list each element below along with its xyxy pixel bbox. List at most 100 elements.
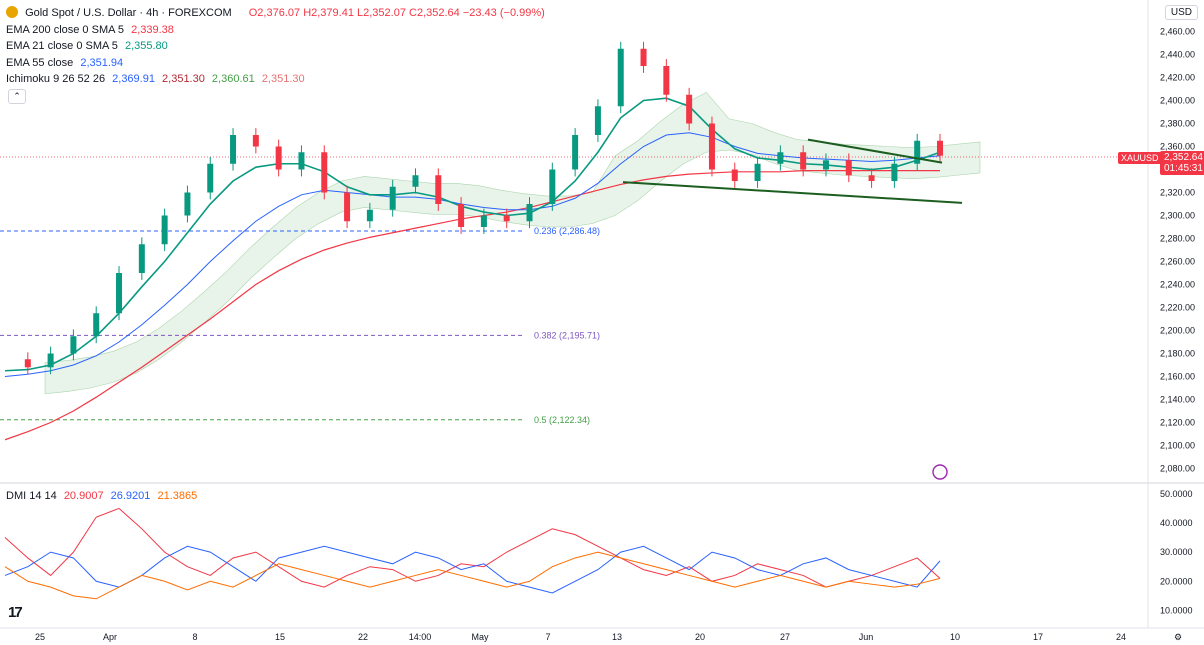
candle-body	[207, 163, 214, 193]
price-tick-label: 2,240.00	[1160, 280, 1195, 290]
ichimoku-value-4: 2,351.30	[261, 73, 305, 85]
candle-body	[70, 336, 77, 354]
dmi-minus-line	[4, 545, 941, 594]
candle-body	[777, 152, 784, 164]
candle-body	[503, 215, 510, 222]
indicator-ichimoku[interactable]: Ichimoku 9 26 52 26 2,369.91 2,351.30 2,…	[6, 72, 309, 86]
dmi-minus-value: 26.9201	[110, 490, 151, 502]
symbol-header: Gold Spot / U.S. Dollar · 4h · FOREXCOM …	[6, 6, 545, 19]
time-tick-label: Apr	[103, 632, 117, 642]
candle-body	[412, 175, 419, 187]
candle-body	[640, 48, 647, 66]
dmi-adx-value: 21.3865	[157, 490, 198, 502]
dmi-plus-value: 20.9007	[63, 490, 104, 502]
last-price-value: 2,352.64	[1164, 152, 1203, 163]
price-tick-label: 2,420.00	[1160, 73, 1195, 83]
ohlc-low: L2,352.07	[357, 7, 406, 19]
candle-body	[572, 135, 579, 170]
dmi-tick-label: 10.0000	[1160, 605, 1193, 615]
price-tick-label: 2,180.00	[1160, 349, 1195, 359]
support-trendline	[622, 181, 963, 204]
time-tick-label: 14:00	[409, 632, 432, 642]
symbol-price-label: XAUUSD	[1118, 152, 1162, 164]
ohlc-high: H2,379.41	[303, 7, 354, 19]
price-tick-label: 2,300.00	[1160, 211, 1195, 221]
price-tick-label: 2,280.00	[1160, 234, 1195, 244]
price-tick-label: 2,120.00	[1160, 418, 1195, 428]
candle-body	[252, 135, 259, 147]
candle-body	[891, 163, 898, 181]
dmi-plus-line	[4, 507, 941, 588]
ema21-value: 2,355.80	[124, 40, 168, 52]
price-tick-label: 2,140.00	[1160, 395, 1195, 405]
dmi-tick-label: 50.0000	[1160, 489, 1193, 499]
resistance-trendline	[807, 138, 943, 164]
collapse-legend-button[interactable]: ⌃	[8, 89, 26, 104]
time-tick-label: 24	[1116, 632, 1126, 642]
time-tick-label: 8	[192, 632, 197, 642]
candle-body	[116, 273, 123, 314]
gold-coin-icon	[6, 6, 18, 18]
fib-level-label: 0.5 (2,122.34)	[534, 415, 590, 425]
price-tick-label: 2,320.00	[1160, 188, 1195, 198]
currency-button[interactable]: USD	[1164, 5, 1198, 20]
ema200-label: EMA 200 close 0 SMA 5	[6, 24, 125, 36]
indicator-ema200[interactable]: EMA 200 close 0 SMA 5 2,339.38	[6, 23, 178, 37]
ema200-value: 2,339.38	[131, 24, 174, 36]
ema55-line	[4, 132, 941, 377]
price-tick-label: 2,380.00	[1160, 119, 1195, 129]
last-price-label: 2,352.64 01:45:31	[1160, 151, 1204, 175]
candle-body	[731, 169, 738, 181]
dmi-tick-label: 40.0000	[1160, 518, 1193, 528]
ema55-value: 2,351.94	[80, 57, 124, 69]
candle-body	[845, 160, 852, 176]
price-tick-label: 2,100.00	[1160, 441, 1195, 451]
bar-countdown: 01:45:31	[1164, 163, 1203, 174]
candle-body	[594, 106, 601, 135]
time-tick-label: 25	[35, 632, 45, 642]
ichimoku-value-2: 2,351.30	[162, 73, 205, 85]
price-tick-label: 2,400.00	[1160, 96, 1195, 106]
indicator-ema55[interactable]: EMA 55 close 2,351.94	[6, 56, 127, 70]
symbol-title[interactable]: Gold Spot / U.S. Dollar · 4h · FOREXCOM	[25, 7, 232, 19]
candle-body	[800, 152, 807, 170]
price-tick-label: 2,260.00	[1160, 257, 1195, 267]
candle-body	[549, 169, 556, 204]
time-tick-label: May	[471, 632, 489, 642]
time-tick-label: 27	[780, 632, 790, 642]
price-tick-label: 2,460.00	[1160, 27, 1195, 37]
time-tick-label: 22	[358, 632, 368, 642]
candle-body	[161, 215, 168, 245]
adx-line	[4, 551, 941, 600]
indicator-ema21[interactable]: EMA 21 close 0 SMA 5 2,355.80	[6, 39, 172, 53]
fib-level-label: 0.382 (2,195.71)	[534, 330, 600, 340]
time-tick-label: 17	[1033, 632, 1043, 642]
candle-body	[914, 140, 921, 164]
candle-body	[24, 359, 31, 368]
candle-body	[366, 209, 373, 222]
candle-body	[686, 94, 693, 124]
candle-body	[138, 244, 145, 273]
candle-body	[275, 146, 282, 170]
price-tick-label: 2,160.00	[1160, 372, 1195, 382]
ema21-label: EMA 21 close 0 SMA 5	[6, 40, 118, 52]
time-tick-label: 10	[950, 632, 960, 642]
candle-body	[47, 353, 54, 368]
candle-body	[663, 66, 670, 95]
ohlc-open: O2,376.07	[248, 7, 301, 19]
time-tick-label: 15	[275, 632, 285, 642]
ema200-line	[4, 170, 940, 441]
candle-body	[822, 160, 829, 170]
candle-body	[230, 135, 237, 164]
time-tick-label: 20	[695, 632, 705, 642]
candle-body	[754, 163, 761, 181]
tradingview-logo[interactable]: 17	[8, 604, 23, 621]
candle-body	[321, 152, 328, 193]
time-tick-label: 13	[612, 632, 622, 642]
dmi-legend[interactable]: DMI 14 14 20.9007 26.9201 21.3865	[6, 490, 197, 502]
ema55-label: EMA 55 close	[6, 57, 74, 69]
ema21-line	[4, 97, 941, 372]
candle-body	[868, 175, 875, 181]
price-tick-label: 2,440.00	[1160, 50, 1195, 60]
